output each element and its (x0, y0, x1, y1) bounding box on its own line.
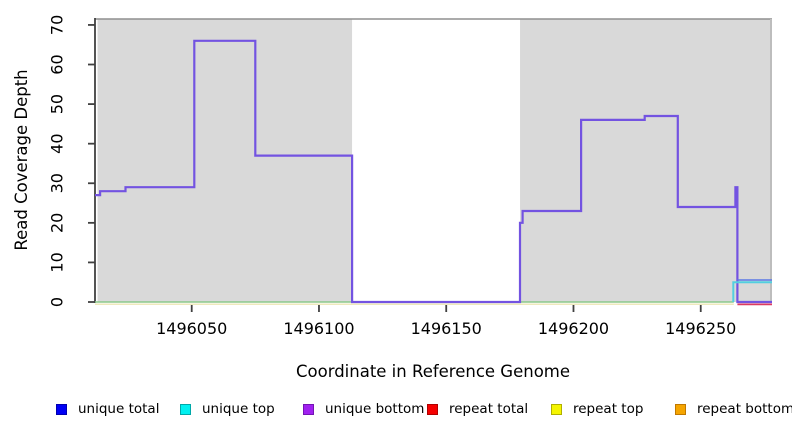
plot-area: 0 10 20 30 40 50 60 70 1496050 1496100 1496150 1496… (12, 15, 772, 381)
y-tick-label: 30 (48, 173, 67, 193)
legend-item-repeat-bottom: repeat bottom (675, 401, 792, 417)
legend-swatch-icon (56, 403, 67, 415)
coverage-line (732, 281, 772, 302)
legend-label: repeat top (573, 401, 644, 417)
axes-layer: 0 10 20 30 40 50 60 70 1496050 1496100 1496150 1496… (48, 15, 737, 338)
legend-swatch-icon (303, 403, 314, 415)
legend-item-repeat-top: repeat top (551, 401, 643, 417)
y-tick-label: 40 (48, 133, 67, 153)
y-tick-label: 0 (48, 297, 67, 307)
x-tick-label: 1496200 (538, 319, 609, 338)
legend-item-repeat-total: repeat total (427, 401, 528, 417)
x-tick-label: 1496050 (156, 319, 227, 338)
shaded-regions-layer (97, 19, 772, 302)
legend-label: repeat bottom (697, 401, 792, 417)
legend-label: unique bottom (325, 401, 425, 417)
legend-label: repeat total (449, 401, 529, 417)
shaded-region (97, 19, 353, 302)
legend-swatch-icon (180, 403, 191, 415)
x-tick-label: 1496150 (411, 319, 482, 338)
legend-item-unique-total: unique total (56, 401, 159, 417)
legend-swatch-icon (675, 403, 686, 415)
coverage-line (95, 39, 772, 304)
coverage-lines-layer (95, 39, 772, 306)
y-tick-label: 50 (48, 94, 67, 114)
y-tick-label: 10 (48, 252, 67, 272)
y-tick-label: 60 (48, 54, 67, 74)
legend-label: unique top (202, 401, 275, 417)
legend: unique total unique top unique bottom repea… (0, 399, 792, 423)
y-tick-label: 20 (48, 213, 67, 233)
legend-item-unique-top: unique top (180, 401, 275, 417)
legend-swatch-icon (427, 403, 438, 415)
shaded-region (520, 19, 772, 302)
plot-frame-layer (95, 18, 772, 302)
legend-item-unique-bottom: unique bottom (303, 401, 424, 417)
y-axis-title: Read Coverage Depth (12, 69, 31, 250)
legend-swatch-icon (551, 403, 562, 415)
y-tick-label: 70 (48, 15, 67, 35)
legend-label: unique total (78, 401, 160, 417)
x-axis-title: Coordinate in Reference Genome (296, 362, 570, 381)
x-tick-label: 1496100 (283, 319, 354, 338)
x-tick-label: 1496250 (665, 319, 736, 338)
